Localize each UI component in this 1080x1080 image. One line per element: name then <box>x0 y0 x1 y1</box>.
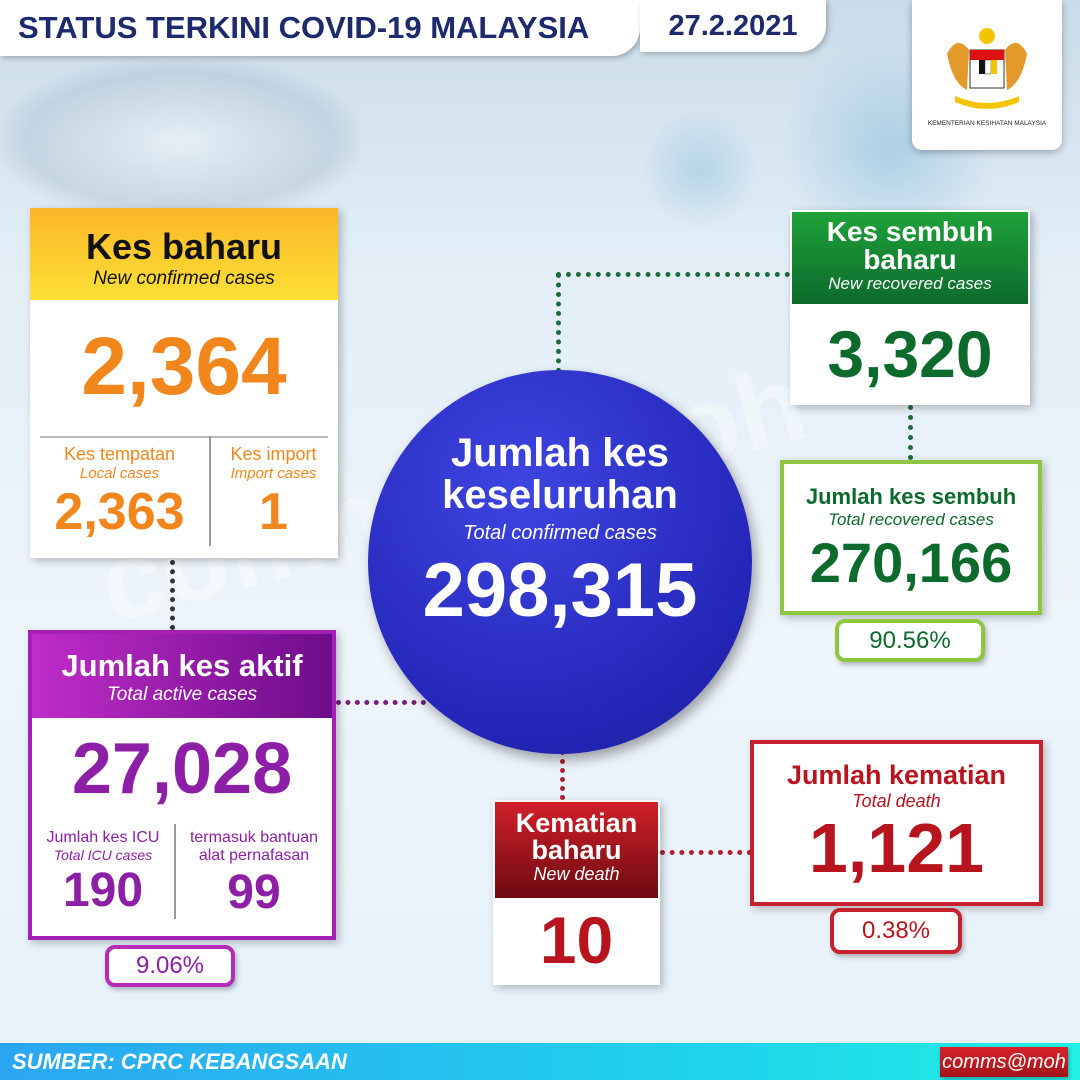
connector <box>556 272 790 277</box>
divider <box>174 824 176 919</box>
brand-badge: comms@moh <box>940 1047 1068 1077</box>
new-recovered-title-2: baharu <box>863 244 957 275</box>
total-recovered-subtitle: Total recovered cases <box>828 510 994 529</box>
page-title: STATUS TERKINI COVID-19 MALAYSIA <box>0 0 640 56</box>
total-recovered-value: 270,166 <box>809 531 1013 594</box>
new-recovered-subtitle: New recovered cases <box>828 274 992 293</box>
ventilator-label-2: alat pernafasan <box>198 847 310 864</box>
new-recovered-title-1: Kes sembuh <box>826 216 994 247</box>
import-cases: Kes import Import cases 1 <box>209 444 338 542</box>
new-recovered-value: 3,320 <box>827 317 993 391</box>
total-title-2: keseluruhan <box>442 473 678 517</box>
total-death-card: Jumlah kematian Total death 1,121 <box>750 740 1043 906</box>
date: 27.2.2021 <box>640 0 826 52</box>
ventilator-value: 99 <box>227 866 281 919</box>
total-recovered-card: Jumlah kes sembuh Total recovered cases … <box>780 460 1042 615</box>
divider <box>40 436 328 438</box>
recovered-percent: 90.56% <box>835 619 985 662</box>
total-recovered-title: Jumlah kes sembuh <box>805 484 1017 509</box>
import-cases-label: Kes import <box>230 444 317 464</box>
active-cases-subtitle: Total active cases <box>106 684 258 705</box>
virus-decoration <box>640 110 760 230</box>
local-cases: Kes tempatan Local cases 2,363 <box>30 444 209 542</box>
new-recovered-card: Kes sembuh baharu New recovered cases 3,… <box>790 210 1030 405</box>
ministry-logo: KEMENTERIAN KESIHATAN MALAYSIA <box>912 0 1062 150</box>
active-cases-value: 27,028 <box>71 729 293 809</box>
connector <box>336 700 426 705</box>
local-cases-value: 2,363 <box>54 483 185 541</box>
connector <box>660 850 752 855</box>
import-cases-subtitle: Import cases <box>230 465 317 482</box>
icu-subtitle: Total ICU cases <box>53 847 153 863</box>
total-death-title: Jumlah kematian <box>786 760 1007 790</box>
ministry-name: KEMENTERIAN KESIHATAN MALAYSIA <box>927 119 1047 127</box>
connector <box>908 405 913 460</box>
total-value: 298,315 <box>422 548 698 633</box>
active-percent: 9.06% <box>105 945 235 987</box>
total-subtitle: Total confirmed cases <box>463 522 657 544</box>
import-cases-value: 1 <box>259 483 288 541</box>
connector <box>170 560 175 630</box>
new-recovered-header: Kes sembuh baharu New recovered cases <box>790 210 1030 306</box>
total-cases-circle: Jumlah kes keseluruhan Total confirmed c… <box>368 370 752 754</box>
new-cases-header: Kes baharu New confirmed cases <box>30 208 338 300</box>
coat-of-arms-icon <box>947 27 1027 109</box>
active-cases-header: Jumlah kes aktif Total active cases <box>32 634 332 718</box>
active-cases-title: Jumlah kes aktif <box>61 648 303 683</box>
new-cases-subtitle: New confirmed cases <box>93 268 275 289</box>
source-text: SUMBER: CPRC KEBANGSAAN <box>12 1049 347 1074</box>
new-cases-value: 2,364 <box>81 321 287 412</box>
new-cases-title: Kes baharu <box>85 226 283 267</box>
icu-label: Jumlah kes ICU <box>46 829 160 846</box>
new-death-title-1: Kematian <box>515 808 638 838</box>
total-death-subtitle: Total death <box>852 791 941 811</box>
syringe-decoration <box>0 60 360 220</box>
ventilator-label-1: termasuk bantuan <box>189 829 319 846</box>
death-percent: 0.38% <box>830 908 962 954</box>
ventilator-cases: termasuk bantuan alat pernafasan 99 <box>174 829 334 920</box>
icu-cases: Jumlah kes ICU Total ICU cases 190 <box>32 829 174 918</box>
new-death-header: Kematian baharu New death <box>493 800 660 900</box>
new-death-title-2: baharu <box>531 835 622 865</box>
new-death-value: 10 <box>539 903 614 977</box>
new-death-subtitle: New death <box>533 864 620 884</box>
total-death-value: 1,121 <box>808 809 985 887</box>
new-death-card: Kematian baharu New death 10 <box>493 800 660 985</box>
connector <box>556 273 561 373</box>
icu-value: 190 <box>62 864 144 917</box>
footer: SUMBER: CPRC KEBANGSAAN comms@moh <box>0 1043 1080 1080</box>
new-cases-card: Kes baharu New confirmed cases 2,364 Kes… <box>30 208 338 558</box>
total-title-1: Jumlah kes <box>451 431 669 475</box>
active-cases-card: Jumlah kes aktif Total active cases 27,0… <box>28 630 336 940</box>
connector <box>560 750 565 800</box>
divider <box>209 436 211 546</box>
local-cases-label: Kes tempatan <box>63 444 176 464</box>
local-cases-subtitle: Local cases <box>79 465 160 482</box>
